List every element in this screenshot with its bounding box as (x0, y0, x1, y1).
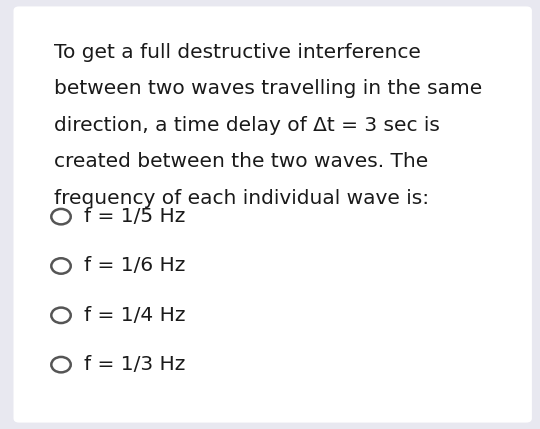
Text: frequency of each individual wave is:: frequency of each individual wave is: (54, 189, 429, 208)
Text: created between the two waves. The: created between the two waves. The (54, 152, 428, 171)
Text: f = 1/3 Hz: f = 1/3 Hz (84, 355, 185, 374)
Text: To get a full destructive interference: To get a full destructive interference (54, 43, 421, 62)
Text: direction, a time delay of Δt = 3 sec is: direction, a time delay of Δt = 3 sec is (54, 116, 440, 135)
Text: f = 1/4 Hz: f = 1/4 Hz (84, 306, 185, 325)
Text: f = 1/6 Hz: f = 1/6 Hz (84, 257, 185, 275)
Text: f = 1/5 Hz: f = 1/5 Hz (84, 207, 185, 226)
FancyBboxPatch shape (14, 6, 532, 423)
Text: between two waves travelling in the same: between two waves travelling in the same (54, 79, 482, 98)
